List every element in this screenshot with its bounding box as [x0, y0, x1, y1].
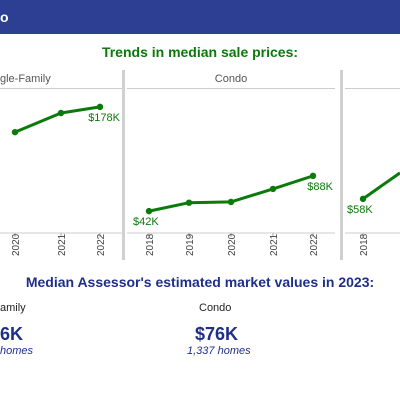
chart-third: 2018 $58K	[345, 171, 400, 256]
data-label-start: $42K	[133, 216, 159, 228]
data-point	[57, 109, 65, 117]
x-tick-label: 2019	[185, 233, 196, 256]
market-value: $76K	[195, 324, 239, 344]
market-label: Condo	[199, 302, 232, 314]
x-tick-label: 2020	[227, 233, 238, 256]
data-point	[227, 198, 235, 206]
header-title: o	[0, 9, 9, 25]
data-point	[309, 172, 317, 180]
x-tick-label: 2021	[57, 233, 68, 256]
chart-single-family: 2020 2021 2022 $178K	[0, 103, 122, 256]
x-tick-label: 2020	[11, 233, 22, 256]
x-tick-label: 2021	[269, 233, 280, 256]
chart-panel-condo: Condo 2018 2019 2020 2021 2022 $42K $88K	[127, 70, 335, 260]
header-bar: o	[0, 0, 400, 34]
data-label-start: $58K	[347, 204, 373, 216]
market-homes: 1,337 homes	[187, 345, 251, 357]
data-point	[11, 128, 19, 136]
panel-title: gle-Family	[0, 70, 122, 89]
data-label-end: $88K	[307, 181, 333, 193]
market-homes: homes	[0, 345, 34, 357]
series-line	[148, 174, 314, 213]
market-value: 6K	[0, 324, 24, 344]
x-tick-label: 2018	[145, 233, 156, 256]
panel-divider	[122, 70, 125, 260]
trends-title: Trends in median sale prices:	[101, 44, 299, 60]
chart-condo: 2018 2019 2020 2021 2022 $42K $88K	[127, 172, 335, 256]
x-tick-label: 2018	[359, 233, 370, 256]
series-line	[362, 171, 400, 201]
data-point	[359, 195, 367, 203]
data-point	[185, 199, 193, 206]
data-point	[145, 207, 153, 215]
panel-divider	[340, 70, 343, 260]
market-values-title: Median Assessor's estimated market value…	[25, 274, 375, 290]
data-label-end: $178K	[88, 112, 120, 124]
chart-panel-third: 2018 $58K	[345, 70, 400, 260]
data-point	[96, 103, 104, 111]
x-tick-label: 2022	[96, 233, 107, 256]
market-label: amily	[0, 302, 26, 314]
data-point	[269, 185, 277, 193]
panel-title	[345, 70, 400, 89]
chart-panel-single-family: gle-Family 2020 2021 2022 $178K	[0, 70, 122, 260]
x-tick-label: 2022	[309, 233, 320, 256]
panel-title: Condo	[127, 70, 335, 89]
